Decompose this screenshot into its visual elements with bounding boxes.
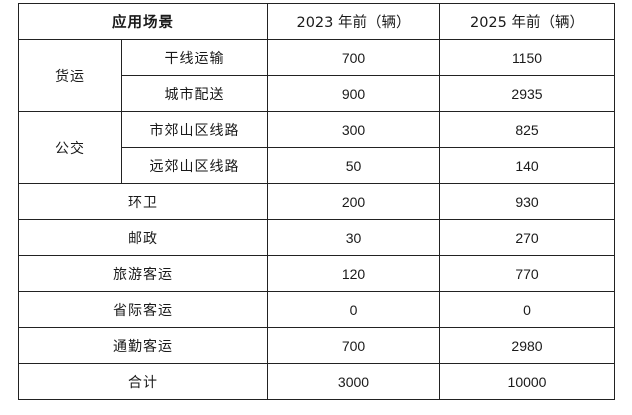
table-row: 城市配送 900 2935: [19, 75, 615, 112]
value-2023: 50: [267, 147, 440, 184]
table-row: 旅游客运 120 770: [18, 255, 615, 292]
value-2023: 200: [267, 183, 440, 220]
header-scene: 应用场景: [18, 3, 268, 40]
value-2025: 2980: [439, 327, 615, 364]
value-2025: 2935: [439, 75, 615, 112]
table-row: 省际客运 0 0: [18, 291, 615, 328]
vehicle-forecast-table: 应用场景 2023 年前（辆） 2025 年前（辆） 货运 干线运输 700 1…: [18, 3, 615, 400]
value-2025: 1150: [439, 39, 615, 76]
total-2025: 10000: [439, 363, 615, 400]
value-2025: 0: [439, 291, 615, 328]
row-label: 环卫: [18, 183, 268, 220]
row-label: 省际客运: [18, 291, 268, 328]
value-2025: 140: [439, 147, 615, 184]
value-2025: 770: [439, 255, 615, 292]
total-2023: 3000: [267, 363, 440, 400]
table-row: 货运 干线运输 700 1150: [18, 39, 615, 112]
header-2023: 2023 年前（辆）: [267, 3, 440, 40]
group-label-bus: 公交: [18, 111, 122, 184]
total-row: 合计 3000 10000: [18, 363, 615, 400]
value-2023: 30: [267, 219, 440, 256]
row-label: 干线运输: [121, 39, 268, 76]
table-row: 远郊山区线路 50 140: [19, 147, 615, 184]
row-label: 城市配送: [121, 75, 268, 112]
table-row: 通勤客运 700 2980: [18, 327, 615, 364]
header-2025: 2025 年前（辆）: [439, 3, 615, 40]
table-row: 环卫 200 930: [18, 183, 615, 220]
table-row: 邮政 30 270: [18, 219, 615, 256]
value-2023: 300: [267, 111, 440, 148]
row-label: 通勤客运: [18, 327, 268, 364]
row-label: 旅游客运: [18, 255, 268, 292]
value-2025: 930: [439, 183, 615, 220]
group-label-freight: 货运: [18, 39, 122, 112]
total-label: 合计: [18, 363, 268, 400]
value-2023: 900: [267, 75, 440, 112]
value-2023: 0: [267, 291, 440, 328]
value-2023: 700: [267, 327, 440, 364]
row-label: 市郊山区线路: [121, 111, 268, 148]
header-row: 应用场景 2023 年前（辆） 2025 年前（辆）: [18, 3, 615, 40]
row-label: 远郊山区线路: [121, 147, 268, 184]
value-2025: 270: [439, 219, 615, 256]
table-row: 公交 市郊山区线路 300 825: [18, 111, 615, 184]
value-2025: 825: [439, 111, 615, 148]
value-2023: 700: [267, 39, 440, 76]
value-2023: 120: [267, 255, 440, 292]
row-label: 邮政: [18, 219, 268, 256]
